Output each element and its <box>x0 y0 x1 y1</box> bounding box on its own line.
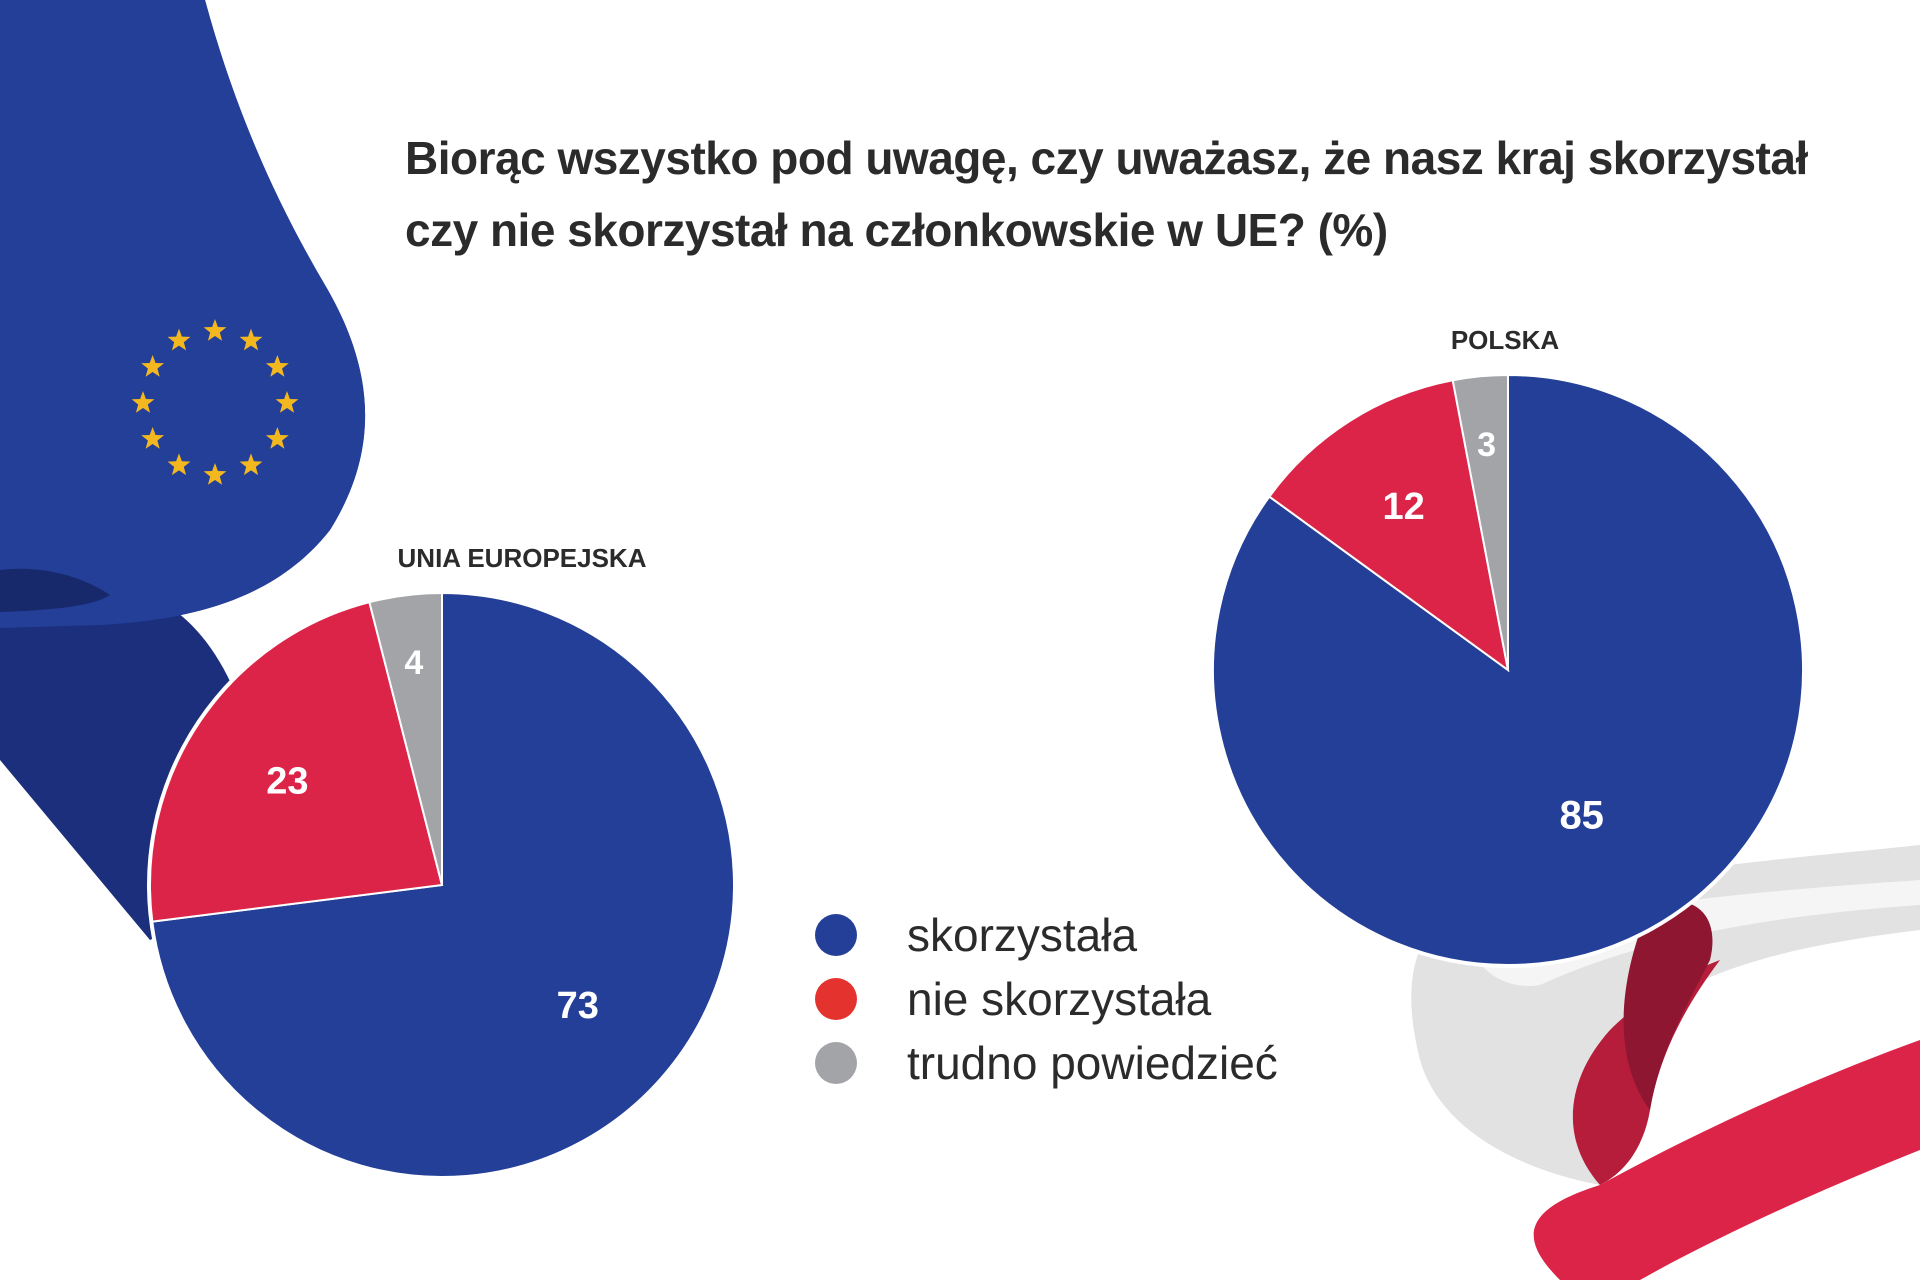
pie-slice-trudno <box>368 591 443 886</box>
eu-star-icon <box>131 391 155 413</box>
pie-caption-pl: POLSKA <box>1450 325 1560 355</box>
eu-star-icon <box>203 463 227 485</box>
pie-data-label: 12 <box>1383 486 1425 528</box>
legend-label: trudno powiedzieć <box>907 1037 1278 1089</box>
legend-label: skorzystała <box>907 909 1138 961</box>
legend-swatch <box>815 914 857 956</box>
eu-star-icon <box>203 319 227 341</box>
eu-star-icon <box>265 427 289 449</box>
legend: skorzystała nie skorzystała trudno powie… <box>815 903 1278 1095</box>
legend-item-trudno: trudno powiedzieć <box>815 1031 1278 1095</box>
eu-ribbon-fill <box>0 0 366 625</box>
pl-ribbon-red-dark <box>1623 901 1713 1110</box>
pie-data-label: 3 <box>1477 426 1496 464</box>
eu-star-icon <box>141 355 165 377</box>
eu-star-icon <box>275 391 299 413</box>
legend-swatch <box>815 1042 857 1084</box>
eu-stars-ring <box>131 319 299 485</box>
pie-data-label: 73 <box>557 985 599 1027</box>
chart-title-line-2: czy nie skorzystał na członkowskie w UE?… <box>405 204 1388 256</box>
pie-chart-pl: 85 12 3 <box>1210 372 1806 968</box>
legend-swatch <box>815 978 857 1020</box>
legend-item-nie-skorzystala: nie skorzystała <box>815 967 1278 1031</box>
pie-chart-eu: 73 23 4 <box>147 590 737 1180</box>
pie-caption-eu: UNIA EUROPEJSKA <box>397 543 647 573</box>
eu-star-icon <box>265 355 289 377</box>
pie-data-label: 23 <box>266 760 308 802</box>
eu-star-icon <box>239 328 263 351</box>
pie-data-label: 4 <box>404 644 423 682</box>
pie-slice-trudno <box>1451 373 1509 671</box>
pie-slice-nie-skorzystala <box>1267 379 1510 673</box>
eu-ribbon-shadow <box>0 568 110 612</box>
eu-star-icon <box>239 453 263 476</box>
pl-ribbon-red <box>1533 1040 1920 1280</box>
eu-star-icon <box>167 328 191 351</box>
eu-star-icon <box>141 427 165 449</box>
eu-star-icon <box>167 453 191 476</box>
chart-title: Biorąc wszystko pod uwagę, czy uważasz, … <box>405 122 1885 266</box>
pie-data-label: 85 <box>1559 794 1604 838</box>
legend-label: nie skorzystała <box>907 973 1212 1025</box>
pie-slice-skorzystala <box>151 591 735 1178</box>
pie-slice-nie-skorzystala <box>149 600 444 923</box>
chart-title-line-1: Biorąc wszystko pod uwagę, czy uważasz, … <box>405 132 1808 184</box>
legend-item-skorzystala: skorzystała <box>815 903 1278 967</box>
